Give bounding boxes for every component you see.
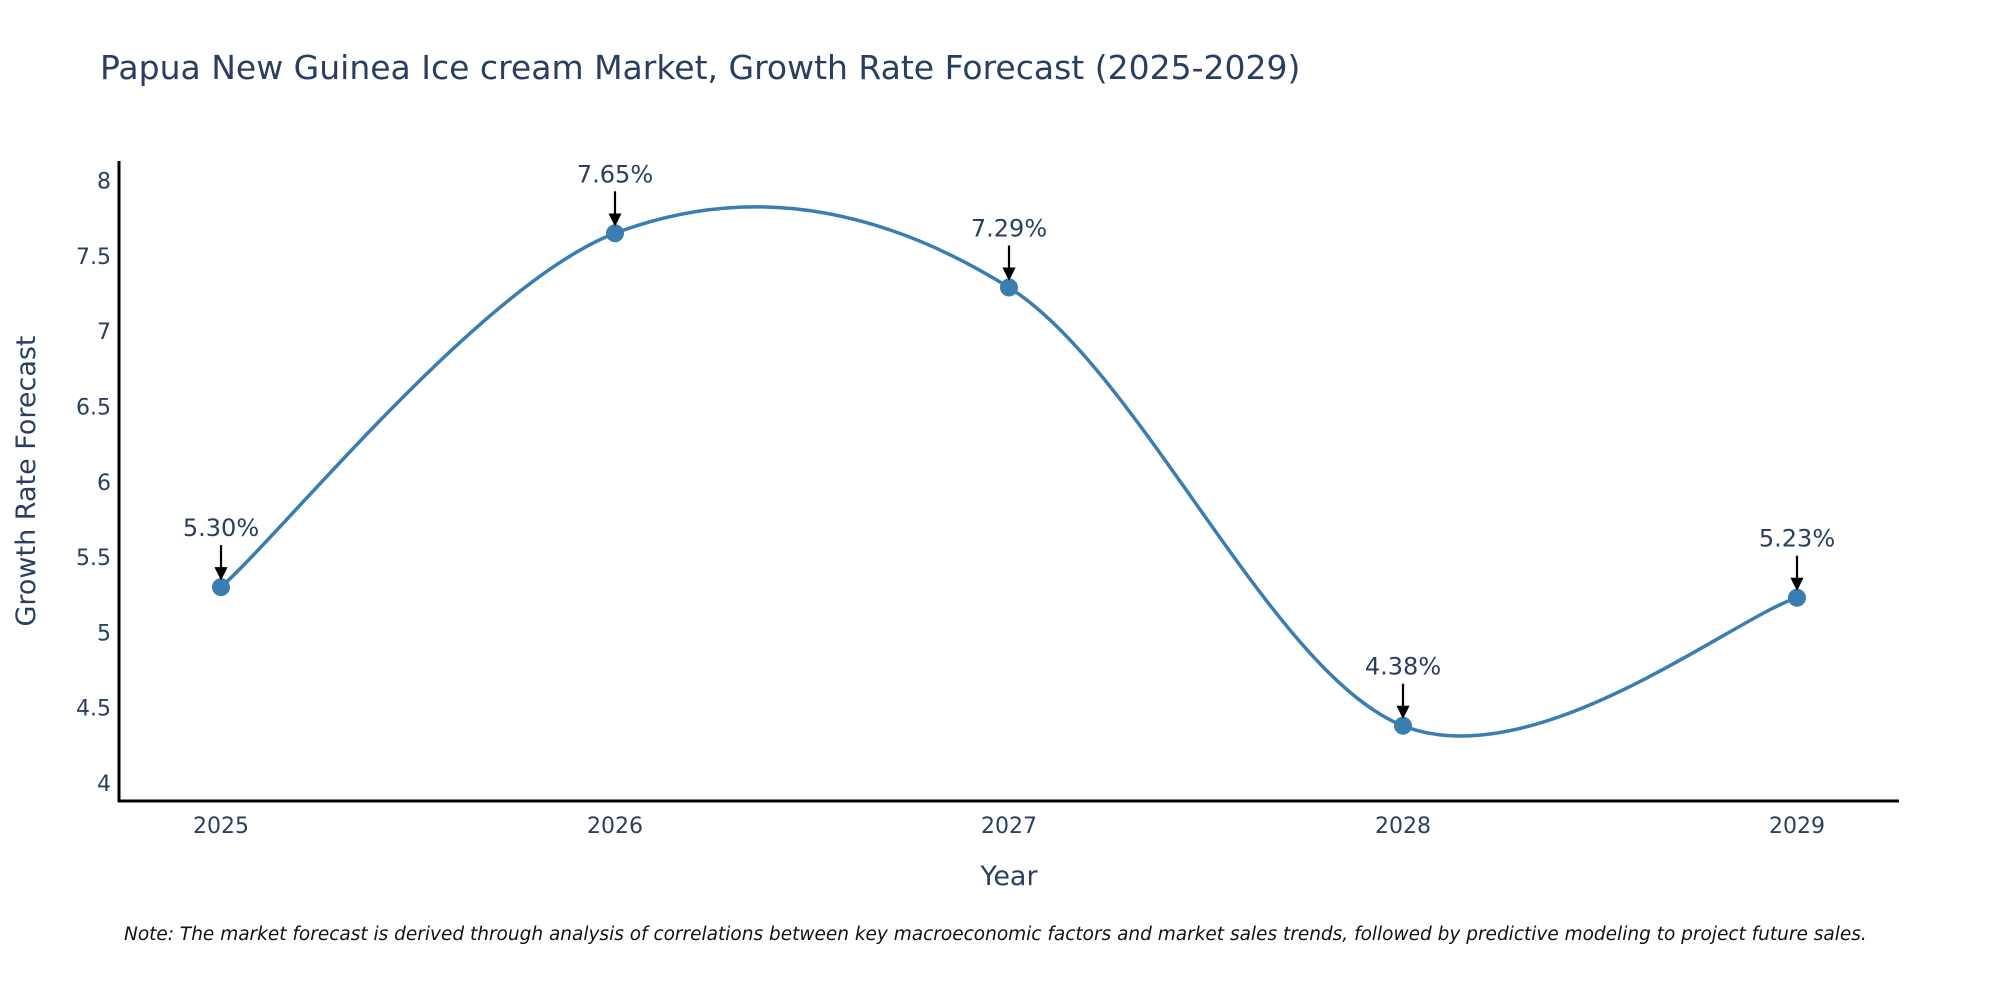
x-axis-title: Year <box>979 861 1038 892</box>
y-tick-label: 7 <box>97 320 111 345</box>
series-line <box>219 205 1798 738</box>
y-tick-label: 6.5 <box>76 395 111 420</box>
y-tick-label: 4 <box>97 772 111 797</box>
y-axis-title: Growth Rate Forecast <box>11 335 42 626</box>
data-label-2028: 4.38% <box>1365 653 1441 681</box>
data-label-2027: 7.29% <box>971 214 1047 242</box>
y-tick-label: 5 <box>97 621 111 646</box>
x-tick-label: 2027 <box>981 814 1037 839</box>
data-point-2027[interactable] <box>1000 278 1018 297</box>
y-axis-ticks: 4 4.5 5 5.5 6 6.5 7 7.5 8 <box>76 170 111 797</box>
chart-title: Papua New Guinea Ice cream Market, Growt… <box>100 48 1300 87</box>
y-tick-label: 5.5 <box>76 546 111 571</box>
x-axis-ticks: 2025 2026 2027 2028 2029 <box>193 814 1825 839</box>
y-tick-label: 7.5 <box>76 245 111 270</box>
x-tick-label: 2029 <box>1769 814 1825 839</box>
data-point-2028[interactable] <box>1394 716 1412 735</box>
y-tick-label: 6 <box>97 471 111 496</box>
x-tick-label: 2025 <box>193 814 249 839</box>
data-labels: 5.30% 7.65% 7.29% 4.38% 5.23% <box>183 160 1835 719</box>
data-label-2029: 5.23% <box>1759 525 1835 553</box>
data-point-2025[interactable] <box>212 578 230 597</box>
data-label-2026: 7.65% <box>577 160 653 188</box>
x-tick-label: 2028 <box>1375 814 1431 839</box>
data-point-2026[interactable] <box>606 224 624 243</box>
x-tick-label: 2026 <box>587 814 643 839</box>
series-layer <box>212 205 1806 738</box>
y-tick-label: 4.5 <box>76 697 111 722</box>
footnote: Note: The market forecast is derived thr… <box>124 924 1867 945</box>
y-tick-label: 8 <box>97 170 111 195</box>
data-point-2029[interactable] <box>1788 588 1806 607</box>
data-label-2025: 5.30% <box>183 514 259 542</box>
